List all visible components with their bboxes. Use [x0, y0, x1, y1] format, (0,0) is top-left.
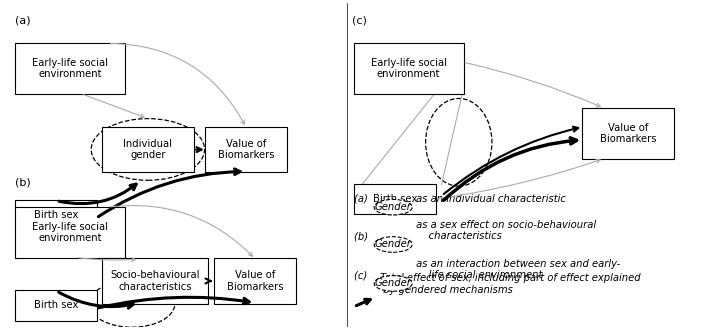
- Text: as a sex effect on socio-behavioural
     characteristics: as a sex effect on socio-behavioural cha…: [413, 220, 596, 241]
- FancyArrowPatch shape: [438, 159, 600, 199]
- Text: Value of
Biomarkers: Value of Biomarkers: [600, 122, 656, 144]
- Text: Birth sex: Birth sex: [372, 194, 417, 204]
- FancyBboxPatch shape: [15, 290, 98, 321]
- FancyBboxPatch shape: [15, 200, 98, 231]
- Text: (c): (c): [354, 270, 370, 280]
- Text: Gender: Gender: [375, 240, 411, 249]
- FancyArrowPatch shape: [444, 127, 578, 194]
- Text: Early-life social
environment: Early-life social environment: [371, 58, 447, 79]
- FancyArrowPatch shape: [79, 258, 135, 262]
- FancyArrowPatch shape: [110, 206, 253, 256]
- Ellipse shape: [374, 199, 412, 215]
- Text: (a): (a): [15, 16, 31, 26]
- FancyBboxPatch shape: [15, 43, 125, 94]
- Ellipse shape: [374, 237, 412, 252]
- FancyArrowPatch shape: [59, 292, 133, 308]
- FancyBboxPatch shape: [101, 127, 194, 172]
- FancyBboxPatch shape: [354, 43, 464, 94]
- Text: Value of
Biomarkers: Value of Biomarkers: [227, 270, 284, 292]
- Text: Value of
Biomarkers: Value of Biomarkers: [218, 139, 275, 160]
- Text: as an individual characteristic: as an individual characteristic: [413, 194, 566, 204]
- Text: Gender: Gender: [375, 279, 411, 288]
- FancyArrowPatch shape: [195, 147, 202, 152]
- FancyArrowPatch shape: [59, 184, 136, 204]
- Text: (b): (b): [15, 178, 31, 188]
- Text: as an interaction between sex and early-
     life social environment: as an interaction between sex and early-…: [413, 259, 620, 280]
- FancyArrowPatch shape: [205, 279, 211, 283]
- Text: (b): (b): [354, 231, 371, 241]
- FancyBboxPatch shape: [354, 184, 436, 214]
- Text: (a): (a): [354, 194, 371, 204]
- FancyArrowPatch shape: [84, 95, 144, 118]
- Text: Individual
gender: Individual gender: [123, 139, 172, 160]
- FancyBboxPatch shape: [582, 108, 674, 159]
- Text: Early-life social
environment: Early-life social environment: [32, 58, 108, 79]
- Text: Birth sex: Birth sex: [34, 210, 79, 220]
- FancyArrowPatch shape: [110, 43, 244, 124]
- FancyArrowPatch shape: [465, 63, 600, 107]
- Text: Socio-behavioural
characteristics: Socio-behavioural characteristics: [110, 270, 200, 292]
- Text: Birth sex: Birth sex: [34, 301, 79, 311]
- Text: (c): (c): [352, 16, 367, 26]
- Text: Total effect of sex, including part of effect explained
 by gendered mechanisms: Total effect of sex, including part of e…: [380, 273, 641, 295]
- FancyArrowPatch shape: [98, 169, 240, 217]
- FancyBboxPatch shape: [101, 258, 208, 304]
- FancyArrowPatch shape: [443, 138, 576, 200]
- FancyArrowPatch shape: [98, 297, 249, 308]
- FancyBboxPatch shape: [205, 127, 287, 172]
- FancyArrowPatch shape: [356, 299, 370, 306]
- Text: Gender: Gender: [375, 202, 411, 212]
- FancyBboxPatch shape: [215, 258, 297, 304]
- FancyBboxPatch shape: [15, 207, 125, 258]
- Ellipse shape: [374, 276, 412, 291]
- Text: Early-life social
environment: Early-life social environment: [32, 221, 108, 243]
